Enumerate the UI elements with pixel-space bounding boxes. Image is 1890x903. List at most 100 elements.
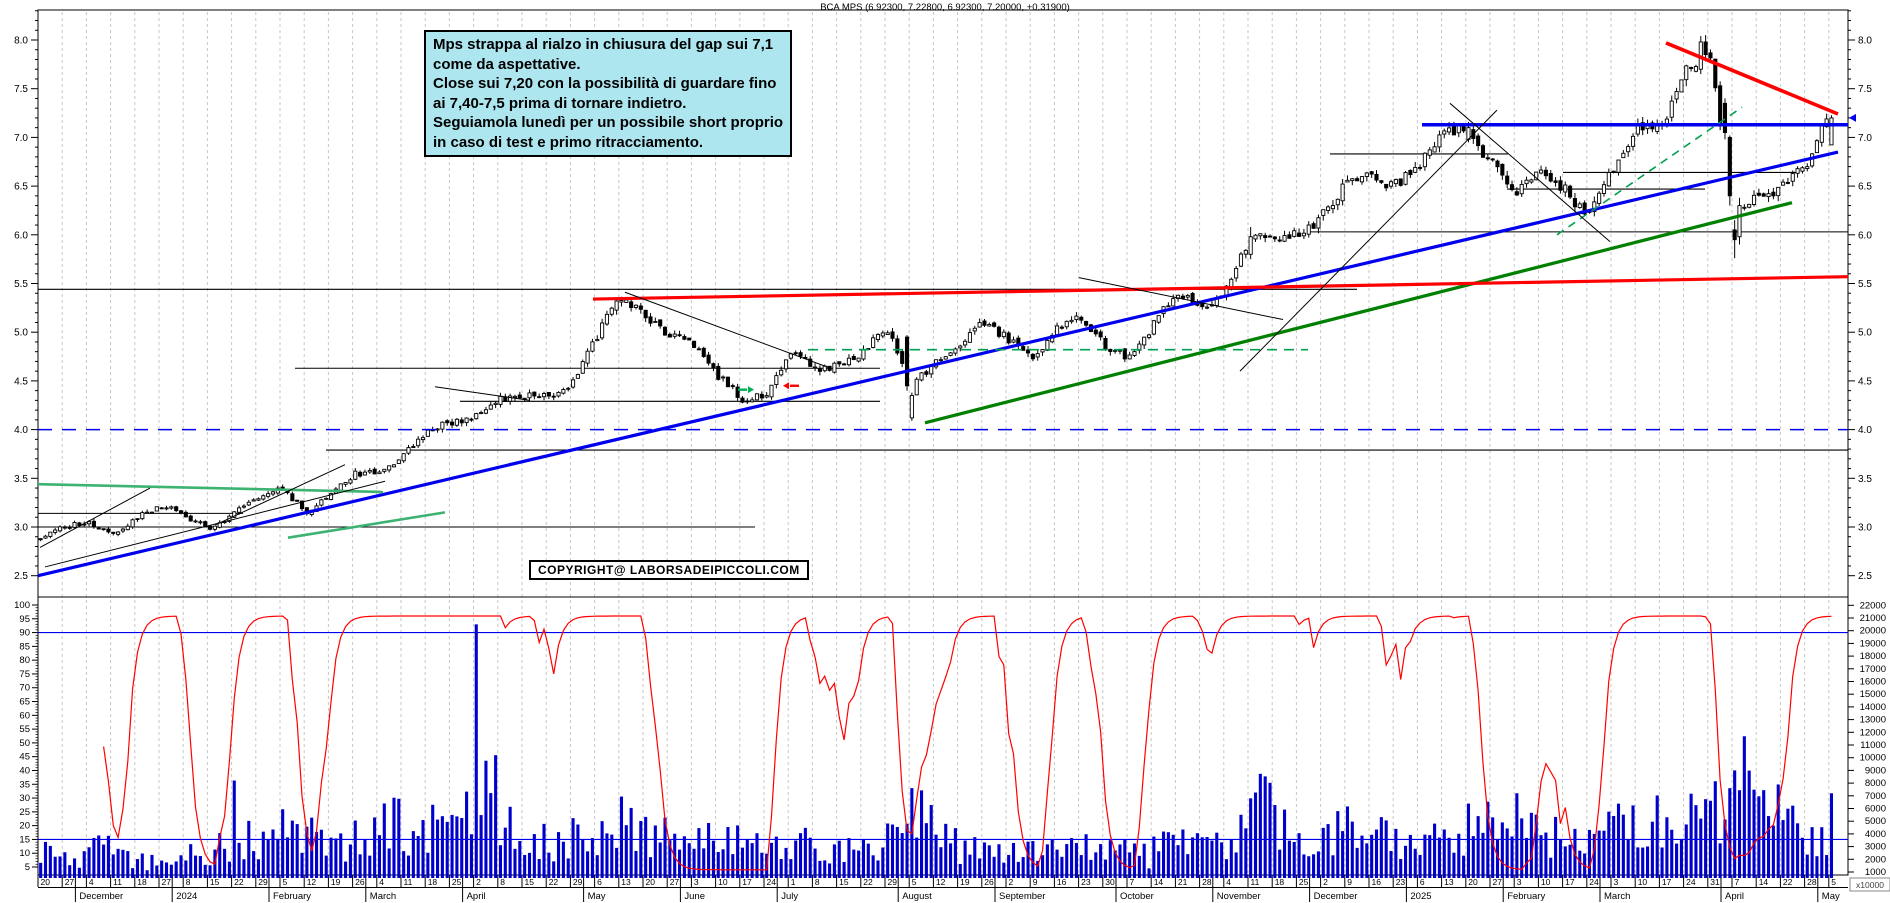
svg-text:16: 16 bbox=[1372, 877, 1382, 887]
svg-text:4.5: 4.5 bbox=[14, 376, 28, 387]
svg-text:12: 12 bbox=[307, 877, 317, 887]
svg-text:31: 31 bbox=[1710, 877, 1720, 887]
svg-text:90: 90 bbox=[19, 628, 30, 639]
svg-text:2000: 2000 bbox=[1865, 854, 1886, 865]
svg-text:2: 2 bbox=[1323, 877, 1328, 887]
svg-text:20: 20 bbox=[646, 877, 656, 887]
svg-text:9000: 9000 bbox=[1865, 765, 1886, 776]
svg-text:18: 18 bbox=[1275, 877, 1285, 887]
svg-text:September: September bbox=[999, 891, 1045, 902]
svg-text:4000: 4000 bbox=[1865, 829, 1886, 840]
svg-text:27: 27 bbox=[162, 877, 172, 887]
svg-text:2024: 2024 bbox=[176, 891, 197, 902]
svg-text:5.5: 5.5 bbox=[14, 279, 28, 290]
svg-text:95: 95 bbox=[19, 614, 30, 625]
svg-text:15: 15 bbox=[525, 877, 535, 887]
svg-text:22: 22 bbox=[863, 877, 873, 887]
svg-text:24: 24 bbox=[1589, 877, 1599, 887]
svg-text:21: 21 bbox=[1178, 877, 1188, 887]
svg-text:27: 27 bbox=[65, 877, 75, 887]
svg-text:1: 1 bbox=[791, 877, 796, 887]
svg-text:5000: 5000 bbox=[1865, 816, 1886, 827]
svg-text:June: June bbox=[684, 891, 705, 902]
svg-text:5: 5 bbox=[912, 877, 917, 887]
svg-text:May: May bbox=[1822, 891, 1840, 902]
svg-text:45: 45 bbox=[19, 752, 30, 763]
svg-text:11: 11 bbox=[404, 877, 413, 887]
svg-text:65: 65 bbox=[19, 697, 30, 708]
svg-text:December: December bbox=[79, 891, 123, 902]
svg-text:13: 13 bbox=[621, 877, 631, 887]
svg-text:8: 8 bbox=[500, 877, 505, 887]
svg-text:11: 11 bbox=[113, 877, 122, 887]
svg-text:August: August bbox=[902, 891, 932, 902]
svg-text:May: May bbox=[588, 891, 606, 902]
svg-text:3.0: 3.0 bbox=[1858, 523, 1872, 534]
svg-text:6: 6 bbox=[597, 877, 602, 887]
svg-text:11000: 11000 bbox=[1860, 740, 1886, 751]
svg-text:6.5: 6.5 bbox=[14, 182, 28, 193]
svg-text:27: 27 bbox=[1493, 877, 1503, 887]
svg-text:4.5: 4.5 bbox=[1858, 376, 1872, 387]
annotation-line: in caso di test e primo ritracciamento. bbox=[433, 133, 704, 151]
svg-text:5.0: 5.0 bbox=[14, 328, 28, 339]
svg-text:22000: 22000 bbox=[1860, 600, 1886, 611]
svg-text:3: 3 bbox=[1517, 877, 1522, 887]
svg-text:100: 100 bbox=[14, 600, 30, 611]
annotation-line: Seguiamola lunedì per un possibile short… bbox=[433, 114, 784, 131]
svg-text:7: 7 bbox=[1735, 877, 1740, 887]
svg-text:29: 29 bbox=[258, 877, 268, 887]
svg-text:7.0: 7.0 bbox=[14, 133, 28, 144]
svg-text:5: 5 bbox=[25, 862, 30, 873]
svg-text:15: 15 bbox=[210, 877, 220, 887]
svg-text:70: 70 bbox=[19, 683, 30, 694]
svg-text:27: 27 bbox=[670, 877, 680, 887]
svg-text:5.0: 5.0 bbox=[1858, 328, 1872, 339]
svg-text:29: 29 bbox=[888, 877, 898, 887]
svg-text:8: 8 bbox=[186, 877, 191, 887]
svg-text:3.5: 3.5 bbox=[14, 474, 28, 485]
svg-text:15: 15 bbox=[839, 877, 849, 887]
svg-text:5: 5 bbox=[1831, 877, 1836, 887]
svg-text:23: 23 bbox=[1081, 877, 1091, 887]
svg-text:30: 30 bbox=[19, 793, 30, 804]
svg-text:2025: 2025 bbox=[1410, 891, 1431, 902]
svg-text:55: 55 bbox=[19, 724, 30, 735]
svg-text:50: 50 bbox=[19, 738, 30, 749]
svg-text:March: March bbox=[1604, 891, 1630, 902]
svg-text:2: 2 bbox=[1009, 877, 1014, 887]
svg-text:30: 30 bbox=[1105, 877, 1115, 887]
svg-text:April: April bbox=[1725, 891, 1744, 902]
svg-text:4: 4 bbox=[1226, 877, 1231, 887]
svg-text:26: 26 bbox=[355, 877, 365, 887]
svg-text:10: 10 bbox=[1638, 877, 1648, 887]
svg-text:6.5: 6.5 bbox=[1858, 182, 1872, 193]
svg-text:9: 9 bbox=[1347, 877, 1352, 887]
svg-text:July: July bbox=[781, 891, 798, 902]
svg-text:16: 16 bbox=[1057, 877, 1067, 887]
svg-text:22: 22 bbox=[549, 877, 559, 887]
svg-text:14: 14 bbox=[1759, 877, 1769, 887]
svg-text:3: 3 bbox=[694, 877, 699, 887]
svg-text:25: 25 bbox=[19, 807, 30, 818]
svg-text:19000: 19000 bbox=[1860, 638, 1886, 649]
annotation-line: come da aspettative. bbox=[433, 55, 581, 73]
svg-text:13000: 13000 bbox=[1860, 715, 1886, 726]
svg-text:35: 35 bbox=[19, 779, 30, 790]
svg-text:11: 11 bbox=[1251, 877, 1260, 887]
svg-text:3000: 3000 bbox=[1865, 842, 1886, 853]
svg-text:8.0: 8.0 bbox=[14, 36, 28, 47]
svg-text:4.0: 4.0 bbox=[1858, 425, 1872, 436]
svg-text:10: 10 bbox=[718, 877, 728, 887]
svg-text:13: 13 bbox=[1444, 877, 1454, 887]
svg-text:17: 17 bbox=[742, 877, 752, 887]
svg-text:18: 18 bbox=[428, 877, 438, 887]
svg-text:7: 7 bbox=[1130, 877, 1135, 887]
chart-title: BCA MPS (6.92300, 7.22800, 6.92300, 7.20… bbox=[820, 2, 1070, 13]
svg-text:3.5: 3.5 bbox=[1858, 474, 1872, 485]
svg-text:5.5: 5.5 bbox=[1858, 279, 1872, 290]
svg-text:2.5: 2.5 bbox=[1858, 571, 1872, 582]
svg-text:29: 29 bbox=[573, 877, 583, 887]
